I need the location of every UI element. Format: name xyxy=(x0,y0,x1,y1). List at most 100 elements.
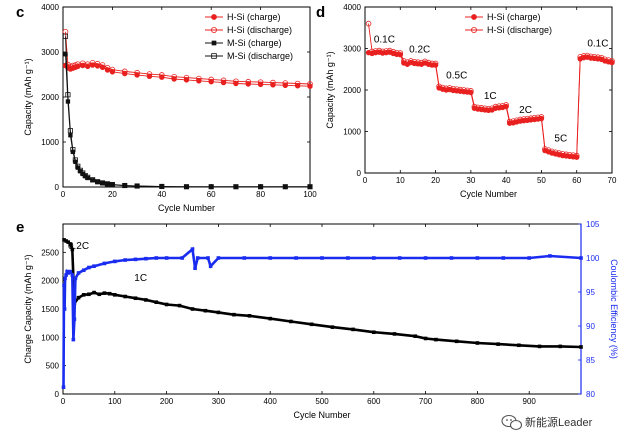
watermark-text: 新能源Leader xyxy=(525,415,593,429)
data-point xyxy=(496,103,502,109)
data-point xyxy=(99,62,106,68)
legend-marker xyxy=(471,14,477,20)
data-point xyxy=(602,56,608,63)
x-tick-label: 700 xyxy=(419,397,433,406)
data-point xyxy=(591,53,598,60)
plot-frame xyxy=(62,223,582,395)
data-point xyxy=(71,337,76,342)
data-point xyxy=(528,115,534,122)
data-point xyxy=(558,344,563,349)
data-point xyxy=(190,307,195,311)
data-point xyxy=(70,62,76,69)
data-point xyxy=(81,268,86,273)
data-point xyxy=(548,254,552,258)
data-point xyxy=(307,184,313,190)
data-point xyxy=(309,322,314,327)
x-tick-label: 100 xyxy=(108,397,122,406)
data-point xyxy=(485,105,492,112)
y-tick-label: 1000 xyxy=(41,333,59,342)
data-point xyxy=(206,256,210,260)
data-point xyxy=(282,184,288,190)
data-point xyxy=(566,151,573,158)
data-point xyxy=(70,147,76,153)
data-point xyxy=(609,58,615,64)
data-point xyxy=(432,60,439,67)
panel-letter: e xyxy=(16,219,24,236)
data-point xyxy=(372,256,376,260)
data-point xyxy=(62,283,66,287)
data-point xyxy=(320,256,324,260)
panel-e-long-cycle-chart: e 0 100 200 300 400 500 600 700 800 900 0 500 1000 150… xyxy=(16,219,619,420)
data-point xyxy=(579,256,583,260)
data-point xyxy=(208,76,215,83)
data-point xyxy=(183,74,190,81)
legend-label: H-Si (discharge) xyxy=(227,25,292,35)
data-point xyxy=(164,302,169,307)
legend-label: H-Si (charge) xyxy=(227,12,281,22)
data-point xyxy=(67,128,73,134)
y-axis-label: Capacity (mAh g⁻¹) xyxy=(23,58,33,135)
data-point xyxy=(73,276,78,281)
data-point xyxy=(422,58,428,65)
x-tick-label: 10 xyxy=(396,176,405,185)
x-tick-label: 200 xyxy=(160,397,174,406)
data-point xyxy=(294,80,301,87)
y-tick-label: 0 xyxy=(55,183,60,192)
x-axis-label: Cycle Number xyxy=(460,189,517,199)
data-point xyxy=(216,310,221,315)
data-point xyxy=(94,60,101,67)
x-tick-label: 60 xyxy=(207,190,216,199)
data-point xyxy=(64,239,68,243)
data-point xyxy=(549,148,555,155)
y-tick-label: 3000 xyxy=(41,48,59,57)
data-point xyxy=(233,184,239,190)
series-line xyxy=(65,54,310,188)
y-tick-label: 4000 xyxy=(41,3,59,12)
data-point xyxy=(195,256,200,260)
data-point xyxy=(436,83,442,90)
right-y-tick-label: 105 xyxy=(586,220,600,229)
data-point xyxy=(245,78,252,85)
right-y-tick-label: 100 xyxy=(586,254,600,263)
y-tick-label: 3000 xyxy=(343,45,361,54)
data-point xyxy=(159,72,165,78)
data-point xyxy=(434,337,438,342)
y-tick-label: 1000 xyxy=(343,128,361,137)
x-tick-label: 30 xyxy=(466,176,475,185)
right-y-tick-label: 80 xyxy=(586,390,595,399)
data-point xyxy=(159,183,165,190)
legend-label: M-Si (charge) xyxy=(227,38,282,48)
data-point xyxy=(579,345,583,349)
legend-label: H-Si (charge) xyxy=(487,12,541,22)
legend-label: H-Si (discharge) xyxy=(487,25,552,35)
data-point xyxy=(404,59,411,65)
data-point xyxy=(68,242,73,247)
data-point xyxy=(164,256,169,260)
data-point xyxy=(113,293,117,297)
data-point xyxy=(598,54,605,61)
x-tick-label: 100 xyxy=(303,190,317,199)
x-tick-label: 0 xyxy=(61,397,66,406)
annotation-label: 1C xyxy=(484,91,497,102)
data-point xyxy=(203,308,208,313)
data-point xyxy=(545,147,552,153)
data-point xyxy=(415,59,421,65)
data-point xyxy=(113,259,117,264)
data-point xyxy=(584,52,591,59)
data-point xyxy=(542,146,548,152)
data-point xyxy=(75,165,80,170)
data-point xyxy=(171,73,177,80)
data-point xyxy=(369,48,375,55)
x-tick-label: 50 xyxy=(537,176,546,185)
data-point xyxy=(104,181,111,187)
x-tick-label: 60 xyxy=(572,176,581,185)
data-point xyxy=(72,157,78,163)
data-point xyxy=(62,307,67,311)
data-point xyxy=(177,303,182,308)
y-tick-label: 2000 xyxy=(41,93,59,102)
data-point xyxy=(133,296,138,301)
data-point xyxy=(61,385,66,389)
x-tick-label: 600 xyxy=(367,397,381,406)
data-point xyxy=(517,343,521,348)
